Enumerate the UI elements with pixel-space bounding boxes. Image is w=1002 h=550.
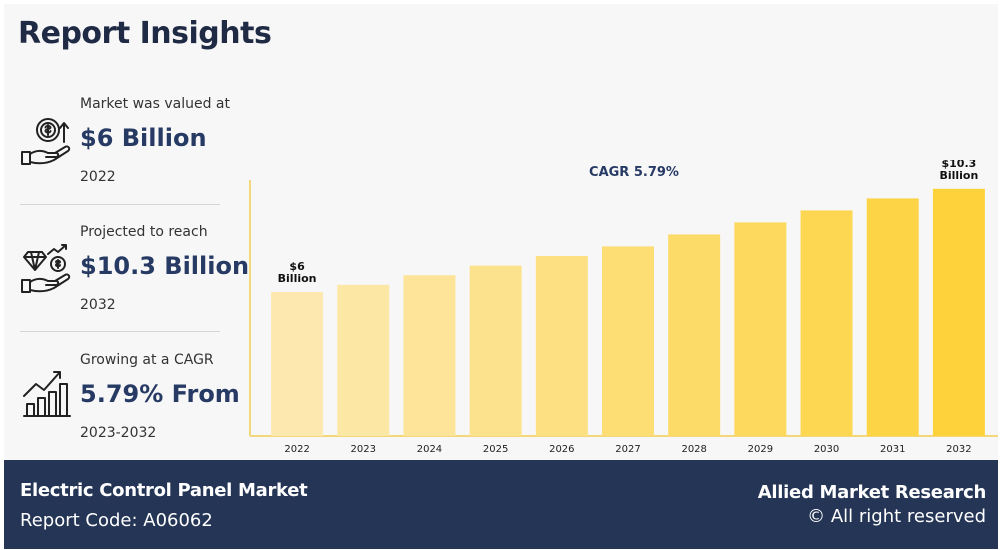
stat-divider bbox=[20, 204, 220, 205]
x-tick-label: 2026 bbox=[549, 444, 574, 455]
bar-2025 bbox=[469, 265, 522, 436]
bar-2032 bbox=[932, 188, 985, 436]
stat-year: 2032 bbox=[80, 297, 116, 313]
growth-chart-icon bbox=[23, 371, 71, 417]
x-tick-label: 2032 bbox=[946, 444, 971, 455]
stat-year: 2023-2032 bbox=[80, 425, 157, 441]
hand-diamond-icon bbox=[21, 244, 71, 293]
data-label: Billion bbox=[278, 272, 317, 285]
bar-2027 bbox=[602, 246, 654, 436]
stat-value: $10.3 Billion bbox=[80, 252, 250, 280]
stat-divider bbox=[20, 331, 220, 332]
x-tick-label: 2027 bbox=[615, 444, 640, 455]
bar-2031 bbox=[866, 198, 919, 436]
bar-2030 bbox=[800, 210, 853, 436]
x-tick-label: 2023 bbox=[351, 444, 376, 455]
page-title: Report Insights bbox=[18, 16, 272, 51]
stat-value: 5.79% From bbox=[80, 380, 240, 408]
stat-projected-value: Projected to reach $10.3 Billion 2032 bbox=[14, 218, 249, 318]
chart-title: CAGR 5.79% bbox=[589, 165, 679, 180]
stat-caption: Projected to reach bbox=[80, 224, 208, 240]
x-tick-label: 2029 bbox=[748, 444, 773, 455]
data-label: $6 bbox=[289, 260, 305, 273]
data-label: $10.3 bbox=[942, 160, 977, 170]
stat-year: 2022 bbox=[80, 169, 116, 185]
stat-caption: Growing at a CAGR bbox=[80, 352, 214, 368]
x-tick-label: 2024 bbox=[417, 444, 442, 455]
bar-2028 bbox=[668, 234, 721, 436]
x-tick-label: 2025 bbox=[483, 444, 508, 455]
x-tick-label: 2022 bbox=[284, 444, 309, 455]
x-tick-label: 2030 bbox=[814, 444, 839, 455]
stat-market-value: Market was valued at $6 Billion 2022 bbox=[14, 90, 230, 190]
footer-bar: Electric Control Panel Market Report Cod… bbox=[4, 460, 998, 549]
data-label: Billion bbox=[939, 169, 978, 182]
bar-2029 bbox=[734, 222, 787, 436]
bar-2022 bbox=[271, 292, 324, 436]
market-name: Electric Control Panel Market bbox=[20, 480, 308, 501]
hand-money-icon bbox=[21, 118, 71, 165]
bar-2024 bbox=[403, 275, 456, 436]
x-tick-label: 2031 bbox=[880, 444, 905, 455]
bar-2023 bbox=[337, 284, 390, 436]
stat-value: $6 Billion bbox=[80, 124, 207, 152]
report-code: Report Code: A06062 bbox=[20, 510, 213, 531]
publisher-name: Allied Market Research bbox=[757, 482, 987, 503]
bar-2026 bbox=[535, 256, 588, 436]
stat-cagr: Growing at a CAGR 5.79% From 2023-2032 bbox=[14, 346, 240, 446]
x-tick-label: 2028 bbox=[681, 444, 706, 455]
rights-notice: © All right reserved bbox=[807, 506, 986, 527]
stat-caption: Market was valued at bbox=[80, 96, 230, 112]
